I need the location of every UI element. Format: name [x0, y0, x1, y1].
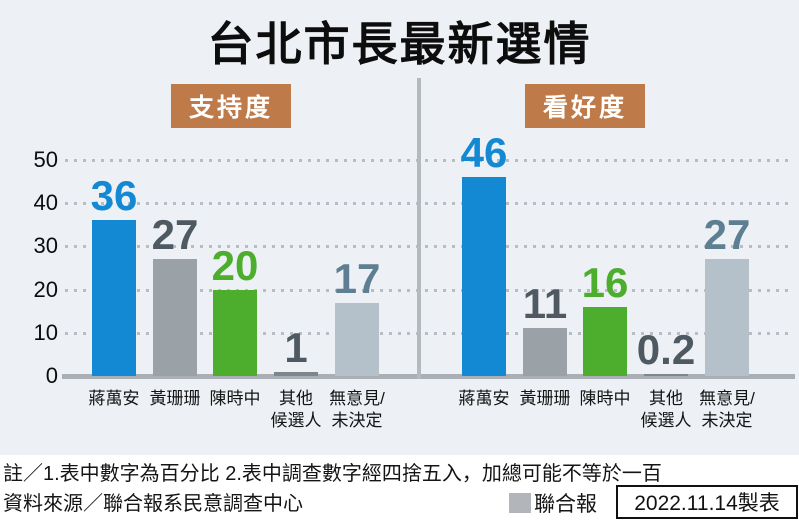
bar-value-label: 17: [333, 255, 381, 302]
category-label: 無意見/ 未決定: [329, 389, 385, 431]
footer: 註／1.表中數字為百分比 2.表中調查數字經四捨五入，加總可能不等於一百 資料來…: [0, 455, 799, 521]
category-label: 黃珊珊: [149, 389, 201, 408]
chart-region: 台北市長最新選情 0 10 20 30 40 50 支持度 36 蔣萬安 27 黃珊珊 20 陳時中 1 其…: [0, 0, 799, 455]
y-axis-tick-40: 40: [33, 190, 58, 215]
credit-date-box: 2022.11.14製表: [616, 485, 798, 519]
bar-value-label: 46: [460, 129, 508, 176]
category-label: 陳時中: [579, 389, 631, 408]
bar-支持度-1: [92, 220, 136, 376]
category-label: 其他 候選人: [270, 389, 322, 431]
data-source: 資料來源／聯合報系民意調查中心: [3, 493, 303, 515]
bar-value-label: 20: [211, 242, 259, 289]
y-axis-tick-10: 10: [33, 320, 58, 345]
bar-支持度-3: [213, 290, 257, 376]
category-label: 無意見/ 未決定: [699, 389, 755, 431]
gridline-30: [65, 245, 792, 248]
y-axis-tick-20: 20: [33, 277, 58, 302]
x-axis-line: [62, 374, 795, 379]
category-label: 陳時中: [209, 389, 261, 408]
y-axis-tick-30: 30: [33, 233, 58, 258]
bar-看好度-1: [462, 177, 506, 376]
bar-支持度-2: [153, 259, 197, 376]
bar-value-label: 16: [581, 259, 629, 306]
panel-badge-support: 支持度: [170, 84, 292, 128]
page-title: 台北市長最新選情: [207, 18, 592, 70]
panel-badge-favorability: 看好度: [524, 84, 646, 128]
bar-value-label: 0.2: [636, 326, 696, 373]
category-label: 其他 候選人: [640, 389, 692, 431]
legend: 聯合報: [509, 491, 597, 516]
gridline-40: [65, 202, 792, 205]
panel-divider: [417, 78, 421, 379]
bar-value-label: 27: [703, 211, 751, 258]
bar-value-label: 36: [90, 172, 138, 219]
bar-看好度-3: [583, 307, 627, 376]
legend-swatch-icon: [509, 493, 531, 513]
category-label: 蔣萬安: [88, 389, 140, 408]
category-label: 蔣萬安: [458, 389, 510, 408]
bar-value-label: 1: [284, 324, 308, 371]
gridline-10: [65, 332, 792, 335]
y-axis-tick-0: 0: [45, 363, 58, 388]
bar-看好度-2: [523, 328, 567, 376]
bar-支持度-5: [335, 303, 379, 376]
gridline-50: [65, 159, 792, 162]
bar-支持度-4: [274, 372, 318, 376]
category-label: 黃珊珊: [519, 389, 571, 408]
gridline-20: [65, 289, 792, 292]
legend-label: 聯合報: [534, 493, 597, 516]
bar-看好度-5: [705, 259, 749, 376]
bar-value-label: 11: [522, 280, 568, 327]
footnote: 註／1.表中數字為百分比 2.表中調查數字經四捨五入，加總可能不等於一百: [3, 463, 662, 485]
bar-看好度-4: [644, 374, 688, 376]
bar-value-label: 27: [151, 211, 199, 258]
y-axis-tick-50: 50: [33, 147, 58, 172]
